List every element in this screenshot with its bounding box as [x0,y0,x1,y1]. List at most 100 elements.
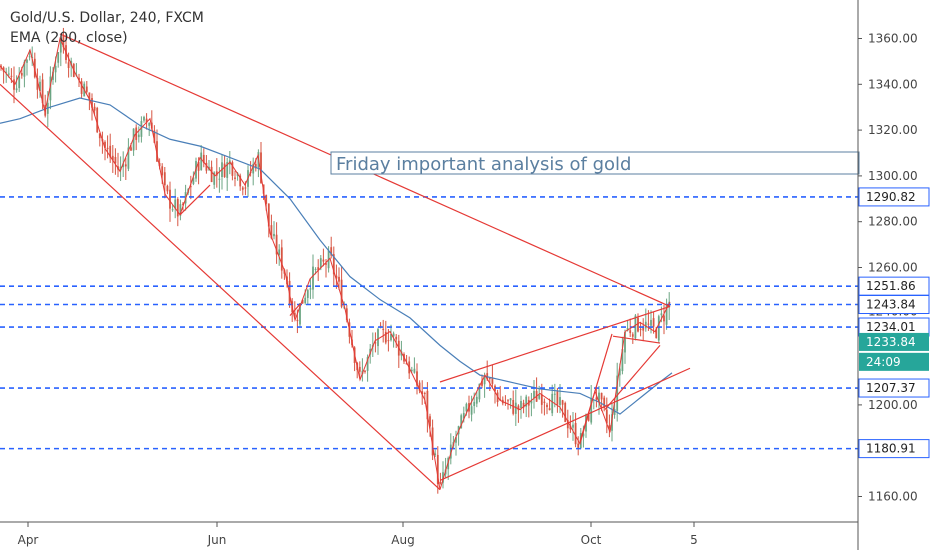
candle-body [7,73,10,75]
candle-body [577,443,580,448]
candle-body [626,328,629,331]
candle-body [280,247,283,271]
candle-body [663,315,665,322]
trend-line [439,367,691,482]
candle-body [650,319,652,326]
candle-body [192,177,195,184]
candle-body [254,163,257,169]
candle-body [491,377,494,384]
price-tag-bg [858,295,930,315]
candle-body [631,334,634,337]
candle-body [561,400,564,405]
candle-body [405,363,408,365]
candle-body [145,118,148,123]
y-tick-label: 1260.00 [868,261,918,275]
candle-body [241,187,244,190]
candle-body [387,340,390,342]
candle-body [473,401,476,406]
price-tag-bg [858,439,930,459]
candle-body [416,371,418,386]
y-tick-label: 1160.00 [868,490,918,504]
candle-body [603,397,606,409]
trend-line [0,83,441,491]
annotation-box[interactable]: Friday important analysis of gold [330,151,860,175]
x-tick-label: Aug [391,533,414,547]
y-tick-label: 1280.00 [868,215,918,229]
legend: Gold/U.S. Dollar, 240, FXCM EMA (200, cl… [10,10,204,46]
candle-body [299,303,301,325]
candle-body [54,65,57,73]
candle-body [270,225,273,239]
price-tag-label: 1234.01 [866,320,916,334]
time-axis[interactable]: Apr Jun Aug Oct 5 [0,521,858,547]
candle-body [587,413,590,421]
candle-body [395,336,398,340]
candle-body [392,333,395,337]
candle-body [10,75,13,77]
candle-body [130,147,132,151]
candle-body [522,402,525,408]
price-tag-label: 1233.84 [866,335,916,349]
candle-body [267,203,270,227]
annotation-text: Friday important analysis of gold [336,154,631,175]
candle-body [85,86,88,92]
candle-body [330,247,333,256]
candle-body [533,391,535,399]
candle-body [538,394,541,399]
candle-body [200,152,203,171]
candle-body [265,194,268,204]
candle-body [239,175,242,187]
candle-body [80,81,83,94]
candle-body [634,315,637,339]
price-tag-bg [858,187,930,207]
candle-body [182,203,184,206]
candle-body [171,209,174,211]
candle-body [59,38,62,53]
candle-body [62,36,65,48]
candle-body [377,329,379,347]
candle-body [148,122,151,126]
candle-body [369,348,372,355]
candle-body [366,357,369,371]
candle-body [390,334,392,341]
candle-body [88,92,91,100]
price-tag-label: 1207.37 [866,381,916,395]
candle-body [104,141,106,148]
candle-body [423,393,426,395]
candle-body [556,391,559,405]
candle-body [127,147,130,169]
candle-body [449,444,452,459]
candle-body [96,107,99,133]
candle-body [652,318,655,327]
candle-body [384,331,387,343]
candle-body [260,152,262,183]
candle-body [314,268,317,270]
candle-body [647,323,650,325]
candle-body [413,368,416,373]
candle-body [543,401,546,403]
candle-body [434,453,437,455]
candle-body [629,330,632,334]
candle-body [306,290,309,298]
price-tag-label: 1243.84 [866,298,916,312]
symbol-title: Gold/U.S. Dollar, 240, FXCM [10,10,204,26]
candle-body [374,342,377,344]
candle-body [304,297,307,304]
candle-body [332,254,335,275]
ema-line [0,97,673,415]
candle-body [462,413,465,419]
candle-body [197,162,200,171]
candle-body [20,73,23,76]
candle-body [657,316,660,341]
candle-body [273,233,275,237]
candle-body [605,409,608,424]
candle-body [509,398,512,401]
candle-body [93,106,96,111]
candle-body [574,422,577,445]
candle-body [41,79,44,104]
candle-body [226,162,229,178]
candle-body [189,186,192,188]
candle-body [621,349,624,372]
